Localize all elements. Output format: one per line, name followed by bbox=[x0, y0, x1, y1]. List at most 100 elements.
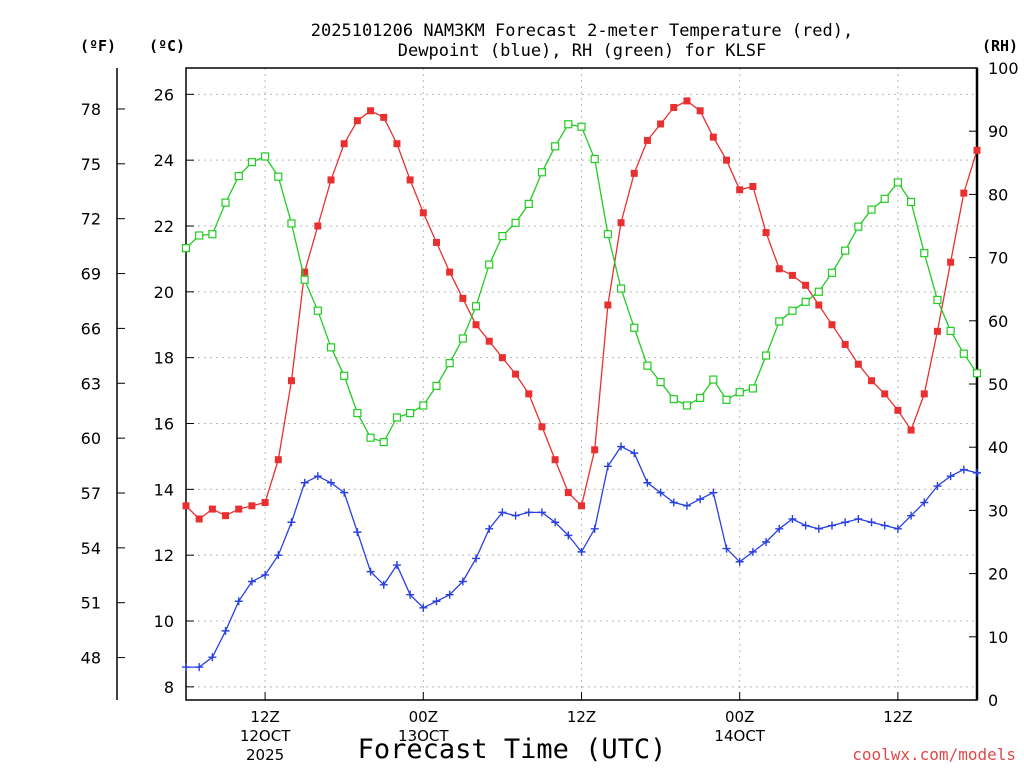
data-point-marker bbox=[946, 472, 955, 481]
plot-frame bbox=[185, 67, 978, 701]
rh-tick-label: 100 bbox=[988, 59, 1019, 78]
data-point-marker bbox=[208, 505, 216, 513]
data-point-marker bbox=[959, 349, 968, 358]
data-point-marker bbox=[432, 597, 441, 606]
data-point-marker bbox=[590, 524, 599, 533]
rh-unit-label: (RH) bbox=[982, 37, 1018, 55]
fahrenheit-tick-label: 66 bbox=[81, 319, 101, 338]
series-rh bbox=[181, 120, 982, 447]
data-point-marker bbox=[524, 508, 533, 517]
data-point-marker bbox=[630, 323, 639, 332]
data-point-marker bbox=[893, 178, 903, 187]
data-point-marker bbox=[392, 413, 402, 422]
data-point-marker bbox=[578, 502, 585, 510]
data-point-marker bbox=[735, 388, 744, 397]
data-point-marker bbox=[235, 505, 243, 513]
data-point-marker bbox=[933, 295, 942, 305]
data-point-marker bbox=[709, 375, 718, 384]
rh-tick-label: 70 bbox=[988, 249, 1008, 268]
data-point-marker bbox=[709, 133, 717, 141]
data-point-marker bbox=[841, 518, 850, 527]
data-point-marker bbox=[234, 171, 243, 181]
data-point-marker bbox=[761, 351, 771, 360]
data-point-marker bbox=[920, 498, 929, 507]
data-point-marker bbox=[512, 370, 520, 378]
data-point-marker bbox=[498, 508, 507, 517]
data-point-marker bbox=[261, 152, 270, 161]
data-point-marker bbox=[222, 512, 230, 520]
data-point-marker bbox=[525, 390, 533, 398]
celsius-tick-label: 20 bbox=[154, 283, 174, 302]
data-point-marker bbox=[854, 514, 863, 523]
data-point-marker bbox=[340, 140, 348, 148]
rh-tick-label: 80 bbox=[988, 185, 1008, 204]
data-point-marker bbox=[445, 359, 454, 368]
celsius-tick-label: 12 bbox=[154, 546, 174, 565]
x-tick-label-time: 12Z bbox=[567, 708, 596, 726]
data-point-marker bbox=[393, 140, 401, 148]
data-point-marker bbox=[880, 521, 889, 530]
data-point-marker bbox=[814, 287, 823, 296]
data-point-marker bbox=[603, 462, 612, 471]
data-point-marker bbox=[314, 222, 322, 230]
data-point-marker bbox=[313, 472, 322, 481]
data-point-marker bbox=[446, 268, 454, 276]
data-point-marker bbox=[841, 341, 849, 348]
data-point-marker bbox=[827, 521, 836, 530]
data-point-marker bbox=[696, 393, 705, 403]
data-point-marker bbox=[208, 230, 217, 239]
x-axis-label: Forecast Time (UTC) bbox=[358, 734, 667, 765]
fahrenheit-tick-label: 63 bbox=[81, 374, 101, 393]
data-point-marker bbox=[353, 408, 362, 418]
celsius-tick-label: 22 bbox=[154, 217, 174, 236]
data-point-marker bbox=[287, 518, 296, 527]
data-series bbox=[181, 97, 982, 672]
data-point-marker bbox=[313, 306, 322, 315]
data-point-marker bbox=[458, 334, 467, 343]
rh-tick-label: 40 bbox=[988, 438, 1008, 457]
x-tick-label-time: 12Z bbox=[250, 708, 279, 726]
grid-lines bbox=[186, 68, 977, 700]
series-dewpoint bbox=[182, 442, 981, 672]
data-point-marker bbox=[881, 390, 889, 398]
data-point-marker bbox=[643, 361, 652, 370]
data-point-marker bbox=[643, 136, 651, 144]
celsius-tick-label: 24 bbox=[154, 151, 174, 170]
data-point-marker bbox=[723, 156, 731, 164]
data-point-marker bbox=[564, 120, 573, 129]
data-point-marker bbox=[973, 146, 981, 154]
data-point-marker bbox=[682, 401, 692, 410]
x-tick-label-date: 13OCT bbox=[398, 727, 449, 745]
data-point-marker bbox=[696, 495, 705, 504]
data-point-marker bbox=[208, 653, 217, 662]
data-point-marker bbox=[195, 231, 204, 240]
data-point-marker bbox=[630, 169, 638, 177]
axes bbox=[116, 67, 979, 701]
data-point-marker bbox=[682, 501, 691, 510]
data-point-marker bbox=[445, 590, 454, 599]
celsius-tick-label: 26 bbox=[154, 85, 174, 104]
data-point-marker bbox=[972, 369, 982, 378]
data-point-marker bbox=[432, 381, 441, 390]
rh-tick-label: 60 bbox=[988, 312, 1008, 331]
data-point-marker bbox=[274, 172, 283, 181]
data-point-marker bbox=[366, 567, 375, 576]
data-point-marker bbox=[722, 395, 731, 404]
data-point-marker bbox=[551, 518, 560, 527]
data-point-marker bbox=[788, 514, 797, 523]
fahrenheit-tick-label: 51 bbox=[81, 594, 101, 613]
data-point-marker bbox=[933, 482, 942, 491]
data-point-marker bbox=[287, 219, 296, 228]
series-2-meter-temperature bbox=[182, 97, 981, 523]
celsius-tick-label: 8 bbox=[164, 678, 174, 697]
data-point-marker bbox=[894, 406, 902, 414]
data-point-marker bbox=[564, 531, 573, 540]
data-point-marker bbox=[353, 117, 361, 125]
rh-tick-label: 10 bbox=[988, 628, 1008, 647]
fahrenheit-tick-label: 54 bbox=[81, 539, 101, 558]
tick-labels: 8 10 12 14 16 18 20 22 24 26 48 51 54 57 60 63 66 69 72 75 7… bbox=[81, 59, 1019, 764]
data-point-marker bbox=[392, 561, 401, 570]
credit-text: coolwx.com/models bbox=[852, 745, 1016, 764]
data-point-marker bbox=[880, 194, 889, 203]
x-tick-label-time: 00Z bbox=[725, 708, 754, 726]
